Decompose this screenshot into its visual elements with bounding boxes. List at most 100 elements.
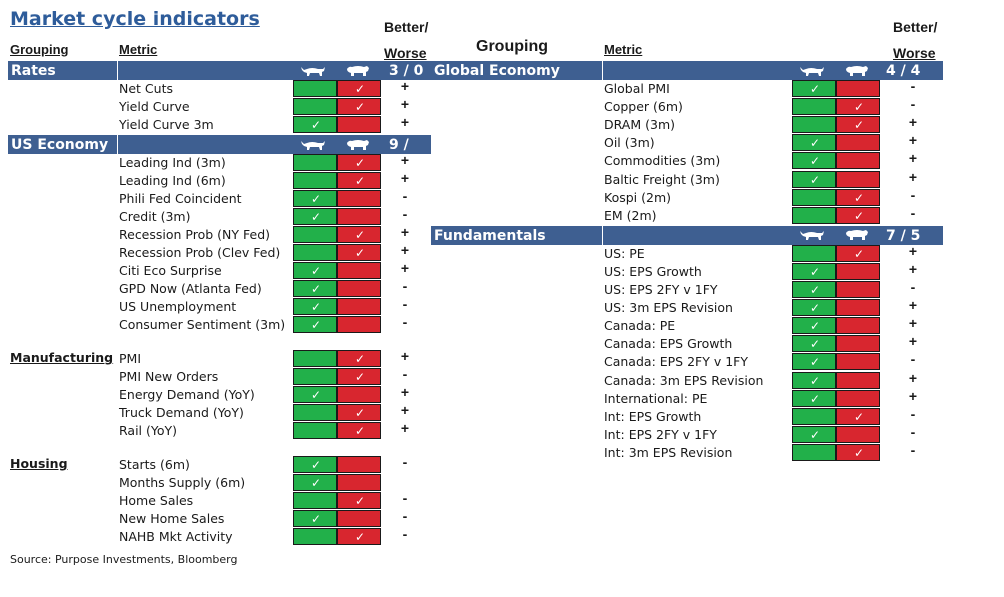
section-score: 9 / 10 [389,137,409,169]
bearish-cell: ✓ [836,407,880,425]
bearish-cell: ✓ [836,244,880,262]
change-indicator: + [400,114,410,130]
bullish-cell [293,350,337,367]
bullish-cell: ✓ [792,425,836,443]
metric-label: US: EPS Growth [604,263,702,279]
metric-label: International: PE [604,390,708,406]
bullish-cell [293,226,337,243]
metric-label: Global PMI [604,81,670,96]
check-icon: ✓ [310,300,322,314]
change-indicator: - [402,206,408,222]
metric-label: Canada: EPS 2FY v 1FY [604,354,748,370]
bullish-cell [792,244,836,262]
metric-label: Canada: EPS Growth [604,336,733,352]
bullish-cell: ✓ [792,371,836,389]
bullish-cell: ✓ [792,262,836,280]
check-icon: ✓ [809,82,821,96]
change-indicator: - [402,526,408,542]
bar-divider [117,61,118,80]
metric-label: Starts (6m) [119,457,190,472]
right-worse-label: Worse [893,45,936,61]
metric-label: US: PE [604,245,645,261]
check-icon: ✓ [310,318,322,332]
check-icon: ✓ [310,118,322,132]
check-icon: ✓ [809,427,821,442]
check-icon: ✓ [809,391,821,406]
change-indicator: + [908,132,918,149]
check-icon: ✓ [310,476,322,490]
bull-icon [293,61,333,80]
section-title: Global Economy [434,63,560,79]
metric-label: Baltic Freight (3m) [604,171,720,187]
bear-icon [836,61,876,80]
bearish-cell: ✓ [337,404,381,421]
bearish-cell [836,152,880,170]
bull-icon [293,135,333,154]
bearish-cell [836,425,880,443]
check-icon: ✓ [853,190,865,205]
bullish-cell [792,443,836,461]
check-icon: ✓ [809,172,821,187]
bullish-cell [293,368,337,385]
metric-label: Leading Ind (3m) [119,155,226,170]
check-icon: ✓ [853,208,865,223]
metric-label: Energy Demand (YoY) [119,387,255,402]
bearish-cell [836,281,880,298]
bearish-cell [337,280,381,297]
bearish-cell: ✓ [836,206,880,224]
change-indicator: - [910,204,916,221]
bearish-cell: ✓ [836,188,880,206]
section-score: 7 / 5 [886,227,921,244]
change-indicator: + [908,150,918,167]
change-indicator: - [910,279,916,295]
bearish-cell [836,371,880,389]
check-icon: ✓ [354,82,366,96]
bullish-cell: ✓ [792,134,836,152]
change-indicator: + [400,260,410,276]
change-indicator: - [402,188,408,204]
check-icon: ✓ [354,352,366,366]
metric-label: Rail (YoY) [119,423,178,438]
check-icon: ✓ [310,210,322,224]
check-icon: ✓ [354,100,366,114]
bearish-cell: ✓ [836,116,880,134]
bullish-cell [293,492,337,509]
metric-label: Kospi (2m) [604,189,671,205]
bullish-cell [293,404,337,421]
left-worse-label: Worse [384,45,427,61]
bear-icon [836,226,876,245]
bar-divider [117,135,118,154]
change-indicator: - [402,278,408,294]
bullish-cell [792,206,836,224]
check-icon: ✓ [809,355,821,370]
metric-label: Truck Demand (YoY) [119,405,244,420]
bullish-cell: ✓ [293,474,337,491]
bullish-cell [792,116,836,134]
metric-label: Consumer Sentiment (3m) [119,317,286,332]
change-indicator: + [908,297,918,314]
change-indicator: - [910,441,916,458]
change-indicator: - [402,314,408,330]
bullish-cell: ✓ [792,80,836,97]
check-icon: ✓ [853,409,865,424]
check-icon: ✓ [809,337,821,352]
bearish-cell [836,170,880,188]
check-icon: ✓ [310,458,322,472]
metric-label: Yield Curve 3m [119,117,214,132]
bear-icon [337,61,377,80]
change-indicator: + [908,114,918,131]
metric-label: EM (2m) [604,207,657,223]
change-indicator: - [402,296,408,312]
change-indicator: + [908,333,918,350]
bullish-cell [293,244,337,261]
section-title: US Economy [11,137,109,153]
metric-label: US Unemployment [119,299,237,314]
bullish-cell: ✓ [293,262,337,279]
change-indicator: - [402,490,408,506]
bullish-cell [792,98,836,116]
metric-label: Net Cuts [119,81,173,96]
bearish-cell [337,316,381,333]
bearish-cell: ✓ [337,492,381,509]
bullish-cell [293,528,337,545]
check-icon: ✓ [809,301,821,316]
